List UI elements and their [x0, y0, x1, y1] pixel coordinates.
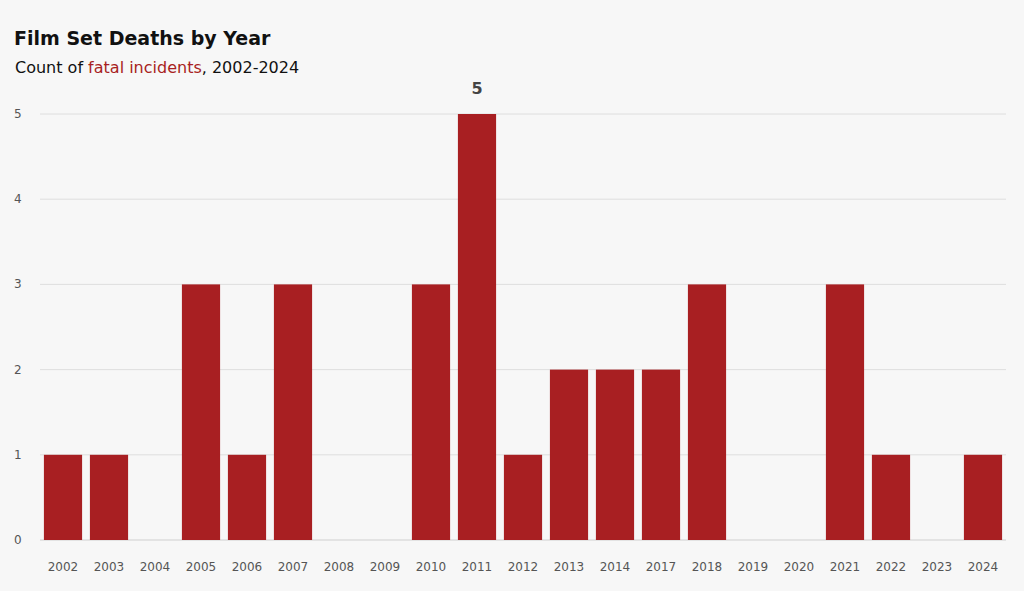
x-tick-label: 2005	[186, 560, 217, 574]
bar	[642, 370, 680, 540]
y-tick-label: 0	[14, 533, 22, 547]
title: Film Set Deaths by Year	[14, 27, 271, 49]
y-tick-label: 2	[14, 363, 22, 377]
x-tick-label: 2022	[876, 560, 907, 574]
subtitle-part: fatal incidents	[88, 58, 202, 77]
x-tick-label: 2013	[554, 560, 585, 574]
background	[0, 0, 1024, 591]
x-tick-label: 2007	[278, 560, 309, 574]
bar	[826, 284, 864, 540]
bar	[320, 540, 358, 541]
x-tick-label: 2018	[692, 560, 723, 574]
subtitle-part: Count of	[15, 58, 88, 77]
bar	[872, 455, 910, 540]
x-tick-label: 2020	[784, 560, 815, 574]
bar	[734, 540, 772, 541]
x-tick-label: 2008	[324, 560, 355, 574]
bar	[918, 540, 956, 541]
x-tick-label: 2012	[508, 560, 539, 574]
x-tick-label: 2019	[738, 560, 769, 574]
x-tick-label: 2004	[140, 560, 171, 574]
bars	[44, 114, 1002, 540]
subtitle-part: , 2002-2024	[202, 58, 299, 77]
x-tick-label: 2002	[48, 560, 79, 574]
y-tick-label: 5	[14, 107, 22, 121]
x-tick-label: 2010	[416, 560, 447, 574]
bar	[550, 370, 588, 540]
y-tick-label: 4	[14, 192, 22, 206]
bar	[182, 284, 220, 540]
x-tick-label: 2006	[232, 560, 263, 574]
bar	[412, 284, 450, 540]
y-tick-label: 1	[14, 448, 22, 462]
x-tick-label: 2023	[922, 560, 953, 574]
bar	[458, 114, 496, 540]
bar	[780, 540, 818, 541]
y-tick-label: 3	[14, 277, 22, 291]
x-tick-label: 2014	[600, 560, 631, 574]
chart: Film Set Deaths by Year Count of fatal in…	[0, 0, 1024, 591]
x-tick-label: 2024	[968, 560, 999, 574]
bar	[90, 455, 128, 540]
subtitle: Count of fatal incidents, 2002-2024	[15, 58, 299, 77]
grid-line	[40, 199, 1006, 200]
x-tick-label: 2017	[646, 560, 677, 574]
x-tick-label: 2021	[830, 560, 861, 574]
annotation: 5	[471, 79, 482, 98]
bar	[964, 455, 1002, 540]
grid-line	[40, 114, 1006, 115]
bar	[366, 540, 404, 541]
bar	[504, 455, 542, 540]
bar	[44, 455, 82, 540]
bar	[688, 284, 726, 540]
bar	[228, 455, 266, 540]
x-tick-label: 2003	[94, 560, 125, 574]
x-tick-label: 2009	[370, 560, 401, 574]
bar	[596, 370, 634, 540]
bar	[136, 540, 174, 541]
x-tick-label: 2011	[462, 560, 493, 574]
bar	[274, 284, 312, 540]
